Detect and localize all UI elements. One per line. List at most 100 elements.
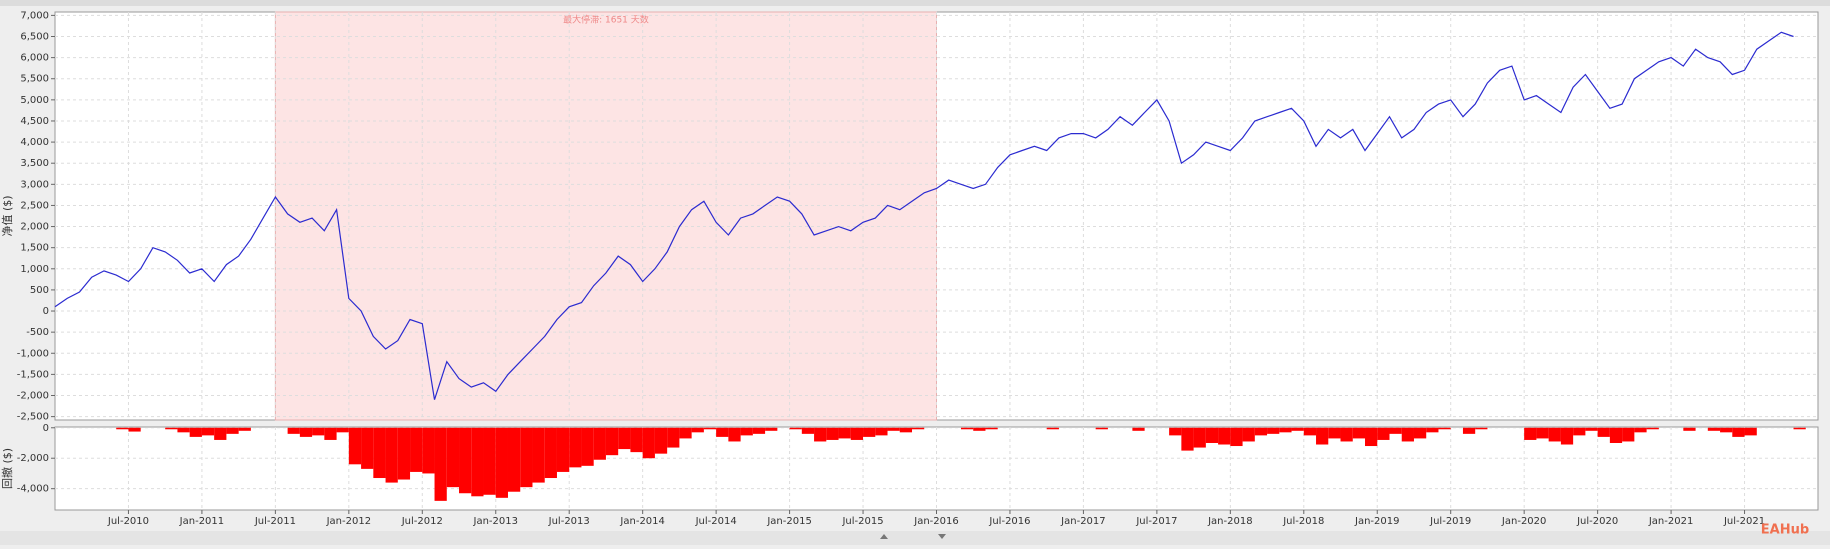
drawdown-bar xyxy=(446,427,460,488)
drawdown-bar xyxy=(716,427,729,437)
drawdown-bar xyxy=(765,427,778,431)
drawdown-bar xyxy=(1597,427,1610,437)
drawdown-bar xyxy=(1622,427,1635,442)
drawdown-bar xyxy=(128,427,141,432)
x-tick-label: Jan-2017 xyxy=(1060,516,1105,527)
drawdown-bar xyxy=(630,427,643,453)
drawdown-bar xyxy=(912,427,925,430)
drawdown-bar xyxy=(691,427,704,433)
drawdown-bar xyxy=(1328,427,1341,439)
splitter-arrows[interactable] xyxy=(880,534,946,539)
drawdown-bar xyxy=(667,427,680,448)
x-tick-label: Jan-2012 xyxy=(326,516,371,527)
drawdown-bar xyxy=(1744,427,1757,436)
drawdown-bar xyxy=(165,427,178,430)
drawdown-bar xyxy=(1365,427,1378,447)
drawdown-bar xyxy=(1230,427,1243,447)
drawdown-bar xyxy=(116,427,129,430)
drawdown-bar xyxy=(1720,427,1733,433)
drawdown-bar xyxy=(1585,427,1598,431)
drawdown-bar xyxy=(434,427,447,501)
x-tick-label: Jul-2015 xyxy=(841,516,883,527)
drawdown-bar xyxy=(1377,427,1390,440)
drawdown-bar xyxy=(299,427,313,437)
drawdown-bar xyxy=(728,427,741,442)
drawdown-bar xyxy=(1193,427,1206,448)
watermark: EAHub xyxy=(1761,523,1809,538)
drawdown-bar xyxy=(495,427,508,498)
y-tick-label: 500 xyxy=(30,285,49,296)
y-tick-label: -2,000 xyxy=(17,391,49,402)
y-axis-label: 回撤 ($) xyxy=(0,448,14,489)
drawdown-bar xyxy=(1573,427,1586,436)
drawdown-bar xyxy=(605,427,619,456)
drawdown-bar xyxy=(520,427,533,488)
drawdown-bar xyxy=(1316,427,1329,445)
drawdown-bar xyxy=(1352,427,1366,439)
y-tick-label: 1,500 xyxy=(20,243,49,254)
drawdown-bar xyxy=(569,427,582,468)
y-tick-label: 3,500 xyxy=(20,158,49,169)
drawdown-bar xyxy=(410,427,423,472)
drawdown-bar xyxy=(899,427,913,433)
drawdown-bar xyxy=(1181,427,1194,451)
drawdown-bar xyxy=(618,427,631,450)
x-tick-label: Jul-2014 xyxy=(695,516,737,527)
drawdown-bar xyxy=(838,427,851,439)
drawdown-bar xyxy=(593,427,606,460)
y-tick-label: 2,000 xyxy=(20,222,49,233)
plots: 最大停滞: 1651 天数 7,000 6,500 6,000 5,500 5,000 4,… xyxy=(0,10,1819,527)
y-tick-label: 0 xyxy=(43,423,49,434)
drawdown-bar xyxy=(385,427,398,483)
x-tick-label: Jan-2016 xyxy=(913,516,958,527)
drawdown-bar xyxy=(324,427,337,440)
y-tick-label: 6,000 xyxy=(20,53,49,64)
drawdown-bar xyxy=(826,427,839,440)
drawdown-bar xyxy=(850,427,864,440)
drawdown-bar xyxy=(789,427,802,430)
x-tick-label: Jul-2021 xyxy=(1723,516,1765,527)
drawdown-bar xyxy=(581,427,594,466)
x-tick-label: Jul-2017 xyxy=(1135,516,1177,527)
drawdown-bar xyxy=(471,427,484,497)
drawdown-bar xyxy=(1548,427,1561,442)
stagnation-label: 最大停滞: 1651 天数 xyxy=(563,14,649,26)
drawdown-bar xyxy=(1303,427,1317,436)
drawdown-bar xyxy=(556,427,570,472)
x-tick-label: Jan-2011 xyxy=(179,516,224,527)
y-tick-label: -1,500 xyxy=(17,369,49,380)
drawdown-bar xyxy=(1095,427,1108,430)
drawdown-bar xyxy=(1169,427,1182,436)
stagnation-region xyxy=(274,11,937,421)
drawdown-bar xyxy=(348,427,362,465)
drawdown-bar xyxy=(1426,427,1439,433)
drawdown-bar xyxy=(189,427,202,437)
x-tick-label: Jul-2013 xyxy=(548,516,590,527)
y-tick-label: 1,000 xyxy=(20,264,49,275)
x-tick-label: Jul-2012 xyxy=(401,516,443,527)
drawdown-bar xyxy=(1634,427,1647,433)
drawdown-bar xyxy=(752,427,766,434)
y-tick-label: -500 xyxy=(26,327,49,338)
drawdown-bar xyxy=(1279,427,1292,433)
y-tick-label: 5,000 xyxy=(20,95,49,106)
x-tick-label: Jul-2016 xyxy=(988,516,1030,527)
drawdown-bar xyxy=(507,427,521,492)
drawdown-bar xyxy=(887,427,900,431)
y-tick-label: 5,500 xyxy=(20,74,49,85)
y-tick-label: -1,000 xyxy=(17,348,49,359)
y-tick-label: -2,000 xyxy=(17,453,49,464)
drawdown-bar xyxy=(1254,427,1268,436)
x-tick-label: Jul-2020 xyxy=(1576,516,1618,527)
x-tick-label: Jan-2013 xyxy=(473,516,518,527)
y-tick-label: 3,000 xyxy=(20,179,49,190)
drawdown-bar xyxy=(1462,427,1476,434)
drawdown-bar xyxy=(1609,427,1623,443)
drawdown-bar xyxy=(1242,427,1255,442)
drawdown-bar xyxy=(1132,427,1145,431)
x-tick-label: Jul-2019 xyxy=(1429,516,1471,527)
drawdown-bar xyxy=(287,427,300,434)
y-tick-label: 0 xyxy=(43,306,49,317)
drawdown-bar xyxy=(1401,427,1414,442)
